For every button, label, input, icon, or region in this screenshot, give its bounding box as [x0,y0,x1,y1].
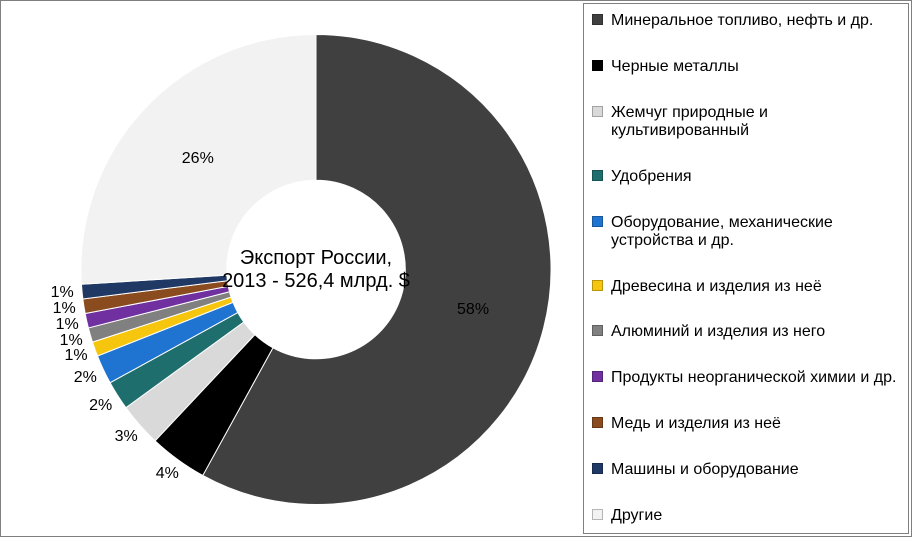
legend: Минеральное топливо, нефть и др. Черные м… [583,3,909,534]
legend-swatch [592,463,603,474]
chart-frame: Экспорт России, 2013 - 526,4 млрд. $ 58%… [0,0,912,537]
legend-label: Минеральное топливо, нефть и др. [611,12,900,30]
legend-item: Черные металлы [592,58,900,76]
legend-item: Продукты неорганической химии и др. [592,369,900,387]
legend-label: Машины и оборудование [611,461,900,479]
legend-label: Продукты неорганической химии и др. [611,369,900,387]
legend-item: Минеральное топливо, нефть и др. [592,12,900,30]
legend-item: Медь и изделия из неё [592,415,900,433]
legend-swatch [592,170,603,181]
legend-label: Удобрения [611,168,900,186]
legend-swatch [592,14,603,25]
chart-center-label: Экспорт России, 2013 - 526,4 млрд. $ [206,247,426,293]
legend-label: Древесина и изделия из неё [611,278,900,296]
legend-item: Удобрения [592,168,900,186]
legend-item: Древесина и изделия из неё [592,278,900,296]
legend-label: Другие [611,507,900,525]
legend-swatch [592,325,603,336]
legend-label: Медь и изделия из неё [611,415,900,433]
legend-item: Жемчуг природные и культивированный [592,104,900,141]
legend-swatch [592,509,603,520]
legend-label: Жемчуг природные и культивированный [611,104,900,141]
legend-swatch [592,216,603,227]
legend-item: Алюминий и изделия из него [592,323,900,341]
legend-item: Другие [592,507,900,525]
legend-item: Машины и оборудование [592,461,900,479]
center-text-line1: Экспорт России, [206,247,426,270]
legend-item: Оборудование, механические устройства и … [592,214,900,251]
legend-swatch [592,60,603,71]
legend-label: Оборудование, механические устройства и … [611,214,900,251]
legend-swatch [592,371,603,382]
center-text-line2: 2013 - 526,4 млрд. $ [206,270,426,293]
legend-swatch [592,106,603,117]
legend-label: Алюминий и изделия из него [611,323,900,341]
legend-swatch [592,417,603,428]
donut-chart-area: Экспорт России, 2013 - 526,4 млрд. $ 58%… [61,11,571,528]
legend-swatch [592,280,603,291]
legend-label: Черные металлы [611,58,900,76]
